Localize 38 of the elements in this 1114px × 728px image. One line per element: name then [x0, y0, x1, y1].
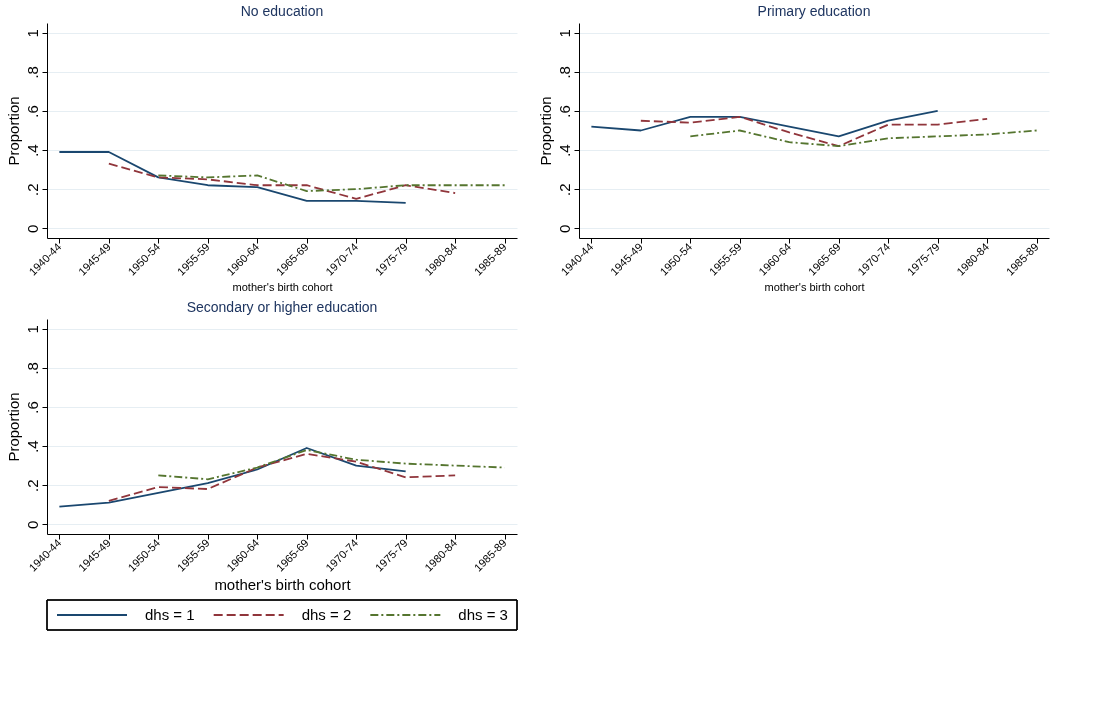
line-series [107, 452, 457, 502]
y-tick-label: .2 [23, 183, 41, 196]
x-axis-title: mother's birth cohort [764, 280, 865, 293]
x-axis-title: mother's birth cohort [232, 280, 333, 293]
y-axis-title: Proportion [536, 96, 554, 166]
y-tick-label: .4 [23, 440, 41, 453]
line-series [107, 162, 457, 200]
y-tick-label: .6 [23, 105, 41, 118]
legend-label: dhs = 1 [145, 606, 195, 623]
y-tick-label: .8 [23, 362, 41, 375]
y-tick-label: 0 [555, 224, 573, 233]
line-series [58, 151, 407, 204]
y-tick-label: 0 [23, 520, 41, 529]
y-tick-label: .2 [23, 479, 41, 492]
legend-label: dhs = 2 [301, 606, 352, 623]
legend-label: dhs = 3 [458, 606, 508, 623]
y-tick-label: .6 [23, 401, 41, 414]
line-series [590, 110, 939, 138]
chart-title: No education [240, 3, 324, 19]
chart-title: Secondary or higher education [186, 299, 378, 315]
y-tick-label: .8 [555, 66, 573, 79]
line-series [58, 447, 407, 508]
y-tick-label: .4 [555, 144, 573, 157]
line-series [689, 129, 1038, 148]
line-series [639, 115, 989, 148]
y-tick-label: 1 [23, 29, 41, 38]
y-tick-label: .6 [555, 105, 573, 118]
chart-title: Primary education [757, 3, 871, 19]
y-tick-label: 1 [555, 29, 573, 38]
y-tick-label: 0 [23, 224, 41, 233]
line-series [157, 174, 506, 192]
y-tick-label: .2 [555, 183, 573, 196]
y-tick-label: .8 [23, 66, 41, 79]
y-tick-label: .4 [23, 144, 41, 157]
x-axis-title: mother's birth cohort [214, 575, 352, 593]
y-axis-title: Proportion [4, 96, 22, 166]
y-tick-label: 1 [23, 325, 41, 334]
y-axis-title: Proportion [4, 392, 22, 462]
